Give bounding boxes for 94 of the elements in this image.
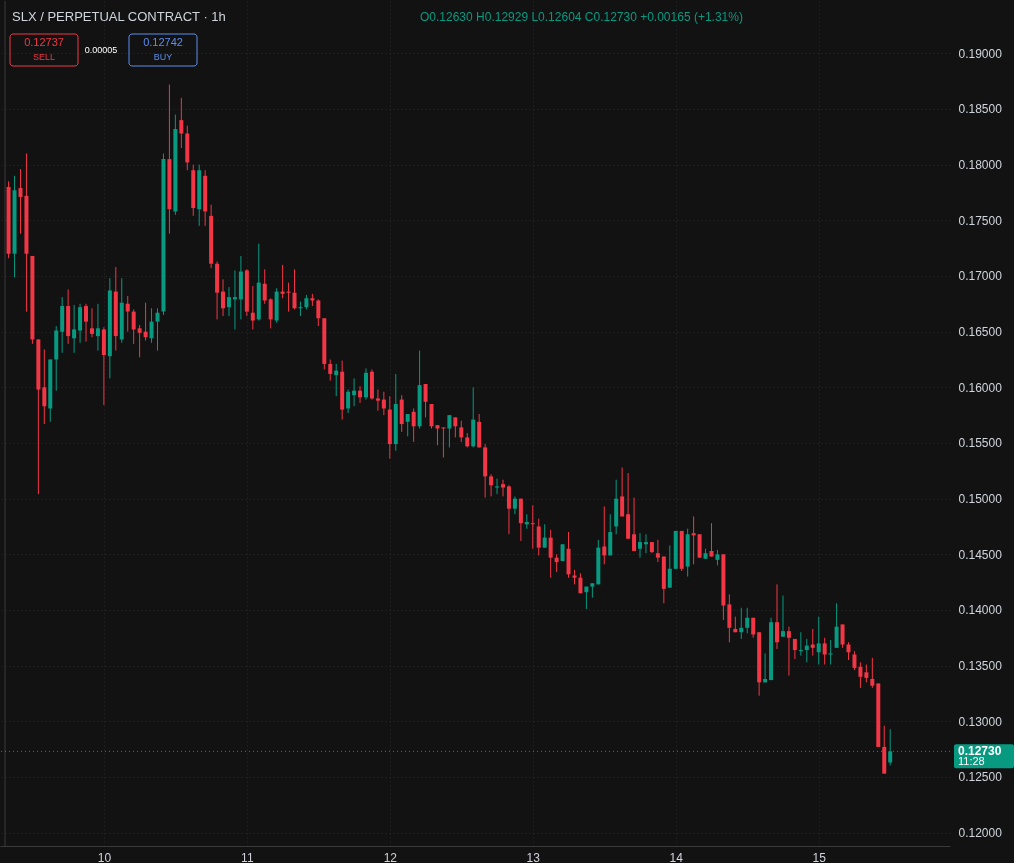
- y-tick-label: 0.16000: [958, 380, 1003, 395]
- text: 11:28: [958, 755, 985, 768]
- candlestick: [834, 602, 839, 649]
- x-tick-label: 14: [669, 850, 684, 865]
- candlestick: [411, 407, 416, 443]
- candlestick: [298, 301, 303, 317]
- candlestick: [250, 285, 255, 330]
- annotation: O0.12630 H0.12929 L0.12604 C0.12730 +0.00165 (+1.31%): [420, 10, 743, 24]
- candlestick: [828, 639, 833, 666]
- y-tick-label: 0.15000: [958, 492, 1003, 507]
- candlestick: [501, 479, 506, 497]
- x-tick-label: 15: [812, 850, 827, 865]
- candlestick: [548, 529, 553, 579]
- y-tick-label: 0.17500: [958, 213, 1003, 228]
- candlestick: [536, 518, 541, 556]
- candlestick: [506, 484, 511, 535]
- candlestick: [638, 532, 643, 559]
- candlestick: [608, 513, 613, 556]
- x-tick-label: 10: [97, 850, 112, 865]
- candlestick: [131, 308, 136, 345]
- candlestick: [620, 466, 625, 517]
- candlestick: [346, 389, 351, 414]
- candlestick: [149, 307, 154, 344]
- candlestick: [810, 628, 815, 657]
- candlestick: [95, 303, 100, 352]
- candlestick: [709, 522, 714, 558]
- y-tick-label: 0.13000: [958, 714, 1003, 729]
- x-tick-label: 13: [526, 850, 541, 865]
- y-tick-label: 0.14500: [958, 547, 1003, 562]
- candlestick: [405, 413, 410, 437]
- candlestick: [745, 607, 750, 634]
- annotation: 0.00005: [84, 45, 118, 55]
- candlestick: [763, 652, 768, 683]
- candlestick: [780, 595, 785, 638]
- candlestick: [447, 414, 452, 448]
- annotation: BUY: [153, 52, 173, 62]
- y-tick-label: 0.12500: [958, 770, 1003, 785]
- candlestick: [697, 533, 702, 559]
- candlestick: [798, 631, 803, 657]
- y-tick-label: 0.18000: [958, 158, 1003, 173]
- candlestick: [495, 478, 500, 495]
- candlestick: [530, 504, 535, 550]
- y-tick-label: 0.16500: [958, 325, 1003, 340]
- candlestick: [268, 297, 273, 329]
- candlestick: [423, 383, 428, 418]
- candlestick: [822, 637, 827, 666]
- candlestick: [84, 303, 89, 343]
- candlestick: [226, 286, 231, 317]
- y-tick-label: 0.14000: [958, 603, 1003, 618]
- y-tick-label: 0.13500: [958, 659, 1003, 674]
- y-tick-label: 0.12000: [958, 826, 1003, 841]
- annotation: 0.12742: [143, 36, 183, 48]
- candlestick: [858, 661, 863, 689]
- annotation: 0.12737: [24, 36, 64, 48]
- candlestick: [441, 426, 446, 458]
- candlestick: [221, 278, 226, 317]
- x-tick-label: 12: [383, 850, 398, 865]
- candlestick: [72, 304, 77, 354]
- candlestick: [262, 268, 267, 305]
- candlestick: [459, 420, 464, 443]
- candlestick: [489, 473, 494, 497]
- candlestick: [143, 302, 148, 342]
- text: SLX / PERPETUAL CONTRACT · 1h: [12, 9, 226, 24]
- candlestick: [870, 657, 875, 689]
- candlestick: [775, 583, 780, 650]
- candlestick: [655, 539, 660, 563]
- x-tick-label: 11: [241, 850, 254, 865]
- candlestick: [42, 348, 47, 425]
- y-tick-label: 0.15500: [958, 436, 1003, 451]
- candlestick: [816, 616, 821, 666]
- candlestick: [155, 307, 160, 352]
- y-tick-label: 0.18500: [958, 102, 1003, 117]
- candlestick: [292, 268, 297, 310]
- candlestick: [453, 416, 458, 438]
- candlestick: [179, 97, 184, 149]
- candlestick: [840, 623, 845, 649]
- candlestick: [125, 295, 130, 333]
- y-tick-label: 0.17000: [958, 269, 1003, 284]
- candlestick: [727, 593, 732, 643]
- candlestick: [137, 324, 142, 358]
- candlestick: [632, 497, 637, 552]
- candlestick: [786, 626, 791, 677]
- annotation: SELL: [32, 52, 56, 62]
- candlestick: [852, 650, 857, 671]
- candlestick: [316, 298, 321, 327]
- candlestick: [286, 282, 291, 313]
- candlestick: [667, 544, 672, 589]
- candlestick: [375, 389, 380, 412]
- candlestick: [542, 523, 547, 549]
- candlestick: [78, 303, 83, 344]
- y-tick-label: 0.19000: [958, 46, 1003, 61]
- candlestick: [328, 358, 333, 382]
- candlestick: [18, 168, 23, 235]
- candlestick: [89, 307, 94, 338]
